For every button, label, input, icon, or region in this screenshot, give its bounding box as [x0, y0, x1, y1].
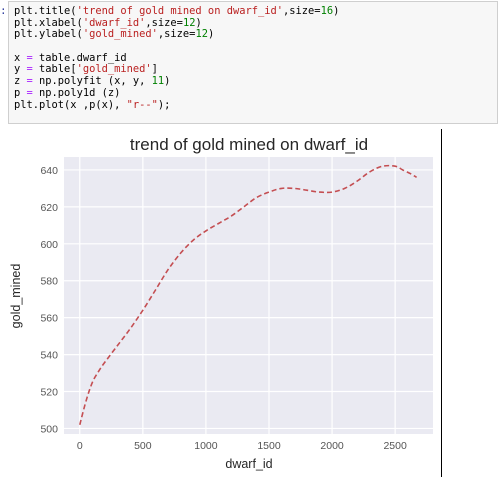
- x-tick-label: 500: [134, 440, 152, 452]
- code-token: np.polyfit (x, y,: [32, 75, 152, 88]
- trend-line: [79, 164, 417, 425]
- code-token: 12: [182, 16, 196, 29]
- code-line: plt.plot(x ,p(x), "r--");: [14, 98, 497, 112]
- x-tick-label: 1000: [194, 440, 218, 452]
- code-token: ,size=: [157, 28, 196, 41]
- x-axis-label: dwarf_id: [225, 457, 272, 471]
- code-token: 11: [151, 75, 165, 88]
- code-token: ): [195, 16, 202, 29]
- code-token: 'gold_mined': [76, 63, 152, 76]
- code-token: plt.ylabel(: [14, 28, 83, 41]
- code-token: ): [333, 5, 340, 17]
- code-token: plt.xlabel(: [14, 16, 83, 29]
- code-token: table.dwarf_id: [32, 51, 127, 64]
- x-gridlines: [79, 157, 396, 434]
- code-token: =: [26, 63, 33, 76]
- code-token: =: [26, 75, 33, 88]
- code-line: p = np.poly1d (z): [14, 86, 497, 100]
- code-token: 12: [195, 28, 208, 41]
- y-tick-label: 500: [40, 423, 58, 435]
- y-tick-labels: 500 520 540 560 580 600 620 640: [40, 165, 58, 436]
- y-tick-label: 640: [40, 165, 58, 177]
- code-token: ,size=: [283, 5, 321, 17]
- code-token: x: [14, 51, 27, 64]
- output-scroll-divider: [441, 129, 442, 477]
- code-line: plt.title('trend of gold mined on dwarf_…: [14, 5, 497, 18]
- code-token: "r--": [126, 98, 158, 111]
- code-line: plt.ylabel('gold_mined',size=12): [14, 29, 497, 41]
- y-tick-label: 600: [40, 239, 58, 251]
- code-line: x = table.dwarf_id: [14, 51, 497, 65]
- code-token: y: [14, 63, 27, 76]
- code-token: z: [14, 75, 27, 88]
- code-token: p: [14, 86, 27, 99]
- y-axis-label: gold_mined: [9, 264, 23, 329]
- chart-title: trend of gold mined on dwarf_id: [130, 135, 368, 154]
- code-token: ,size=: [145, 16, 183, 29]
- x-tick-label: 1500: [257, 440, 281, 452]
- code-token: 'dwarf_id': [82, 16, 146, 29]
- y-tick-label: 520: [40, 387, 58, 399]
- code-line: plt.xlabel('dwarf_id',size=12): [14, 16, 497, 30]
- code-cell[interactable]: plt.title('trend of gold mined on dwarf_…: [8, 1, 498, 124]
- line-chart: trend of gold mined on dwarf_id 0 500 1000…: [9, 135, 433, 471]
- code-token: );: [157, 98, 171, 111]
- code-token: np.poly1d (z): [32, 86, 121, 99]
- y-tick-label: 580: [40, 276, 58, 288]
- y-gridlines: [64, 169, 433, 430]
- code-token: plt.title(: [14, 5, 77, 17]
- y-tick-label: 540: [40, 350, 58, 362]
- code-token: =: [26, 86, 33, 99]
- code-editor[interactable]: plt.title('trend of gold mined on dwarf_…: [9, 2, 497, 111]
- y-tick-label: 560: [40, 313, 58, 325]
- x-tick-labels: 0 500 1000 1500 2000 2500: [77, 440, 407, 452]
- code-token: plt.plot(x ,p(x),: [14, 98, 127, 111]
- code-token: 'trend of gold mined on dwarf_id': [76, 5, 284, 17]
- code-token: 'gold_mined': [82, 28, 158, 41]
- code-line: y = table['gold_mined']: [14, 64, 497, 76]
- code-token: ): [207, 28, 215, 41]
- x-tick-label: 2500: [383, 440, 407, 452]
- code-token: =: [26, 51, 33, 64]
- code-token: 16: [320, 5, 334, 17]
- plot-area: [64, 157, 433, 434]
- y-tick-label: 620: [40, 202, 58, 214]
- output-area: trend of gold mined on dwarf_id 0 500 1000…: [0, 125, 499, 486]
- code-line: z = np.polyfit (x, y, 11): [14, 75, 497, 88]
- code-token: ): [164, 75, 171, 88]
- cell-prompt-marker: :: [0, 4, 7, 17]
- code-token: ]: [151, 63, 158, 76]
- x-tick-label: 2000: [320, 440, 344, 452]
- x-tick-label: 0: [77, 440, 83, 452]
- code-token: table[: [32, 63, 77, 76]
